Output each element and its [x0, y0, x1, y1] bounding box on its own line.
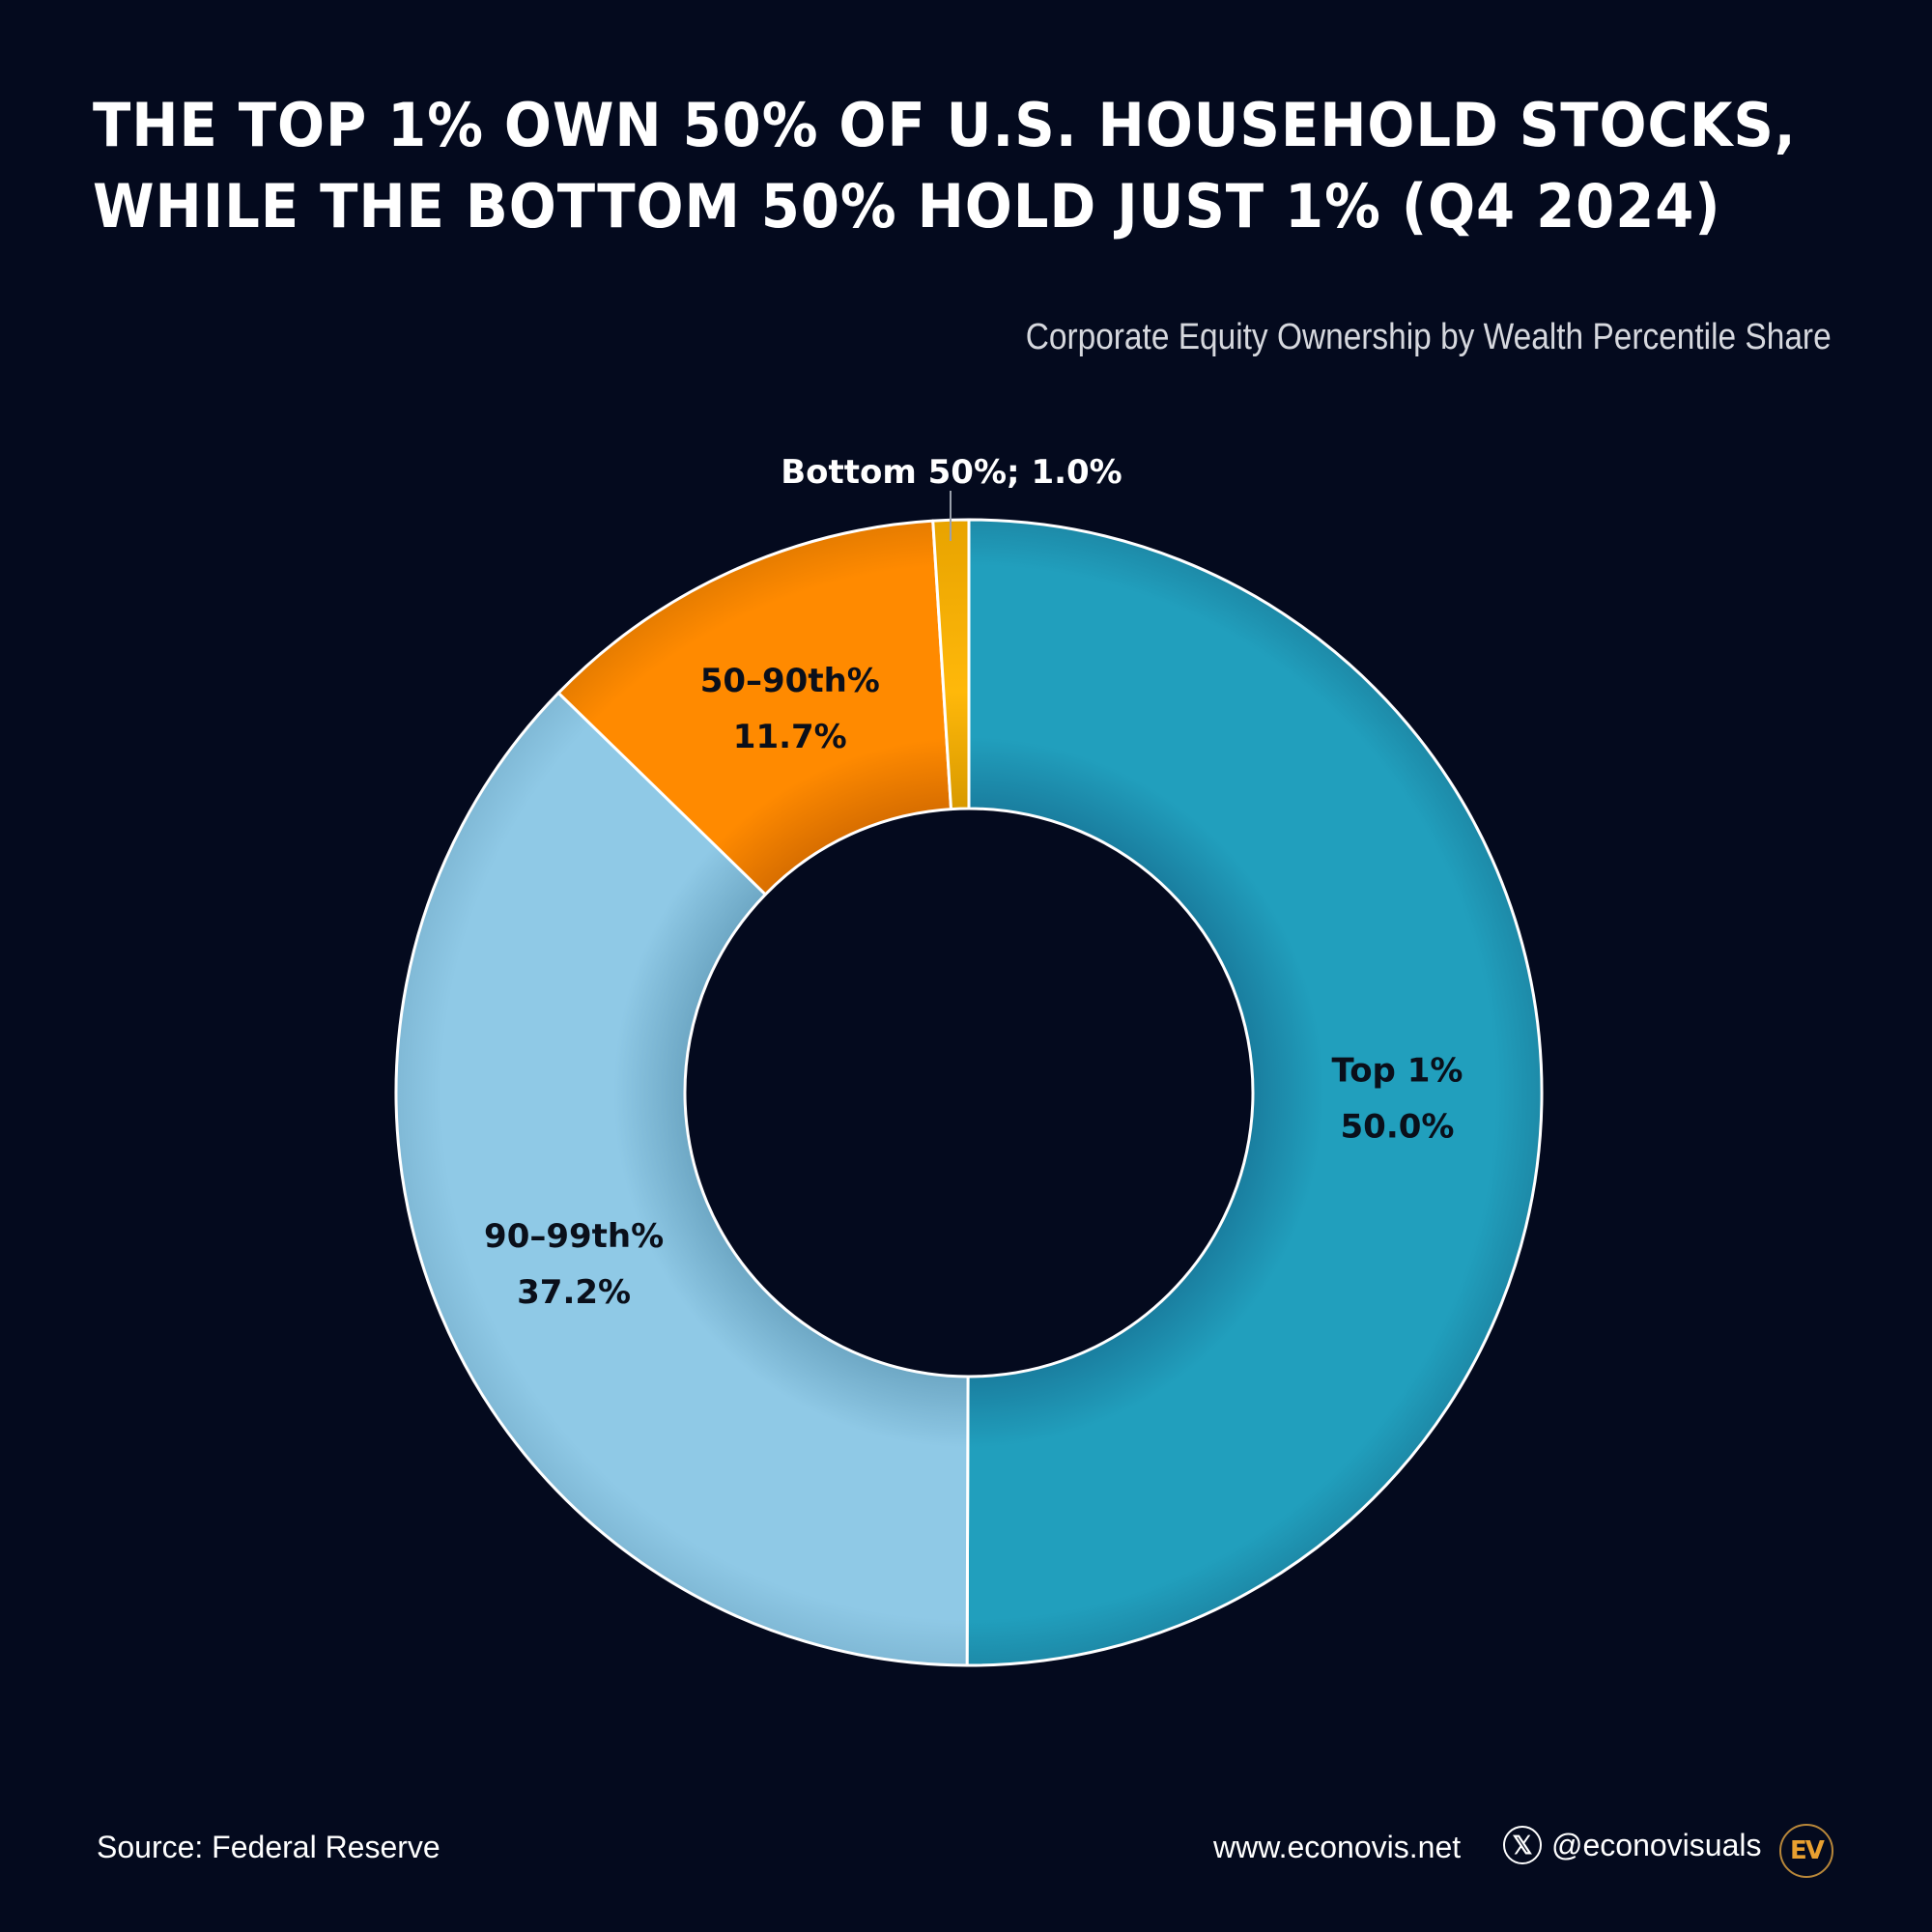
slice-top-1-value-label: 50.0%	[1341, 1108, 1455, 1147]
slice-bottom-50	[931, 518, 971, 811]
slice-90-99th-name-label: 90–99th%	[484, 1217, 664, 1256]
slice-top-1	[965, 518, 1543, 1667]
website-link[interactable]: www.econovis.net	[1213, 1830, 1462, 1864]
title-line-1: THE TOP 1% OWN 50% OF U.S. HOUSEHOLD STO…	[93, 90, 1797, 160]
title-line-2: WHILE THE BOTTOM 50% HOLD JUST 1% (Q4 20…	[93, 171, 1721, 242]
chart-title: THE TOP 1% OWN 50% OF U.S. HOUSEHOLD STO…	[93, 85, 1797, 247]
slice-90-99th	[394, 691, 970, 1667]
x-twitter-icon: 𝕏	[1503, 1826, 1542, 1864]
slice-50-90th-name-label: 50–90th%	[700, 662, 880, 700]
slice-50-90th-value-label: 11.7%	[733, 718, 847, 756]
social-handle[interactable]: 𝕏 @econovisuals	[1503, 1826, 1761, 1864]
ev-logo: EV	[1779, 1824, 1833, 1878]
social-handle-text: @econovisuals	[1551, 1827, 1762, 1862]
slice-90-99th-value-label: 37.2%	[517, 1273, 631, 1312]
bottom50-callout: Bottom 50%; 1.0%	[781, 453, 1122, 492]
slice-50-90th	[556, 519, 953, 896]
chart-subtitle: Corporate Equity Ownership by Wealth Per…	[1026, 317, 1832, 357]
source-note: Source: Federal Reserve	[97, 1830, 440, 1864]
slice-top-1-name-label: Top 1%	[1332, 1052, 1463, 1091]
